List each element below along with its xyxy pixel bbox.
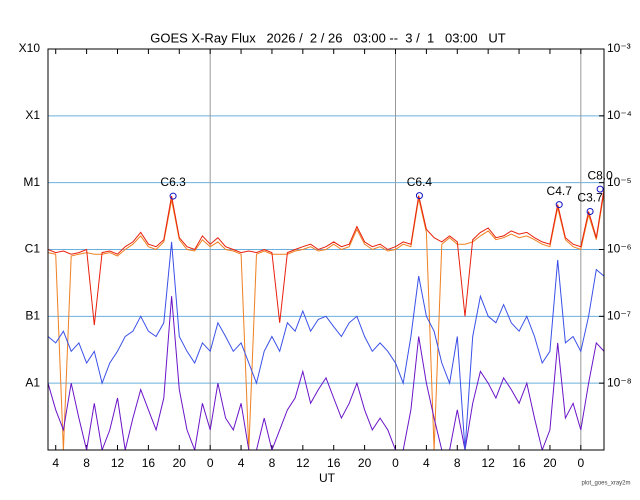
y2-tick-label: 10⁻⁷ (607, 309, 631, 323)
x-tick-label: 20 (173, 456, 187, 470)
plot-area (48, 189, 604, 450)
x-tick-label: 16 (512, 456, 526, 470)
x-tick-label: 4 (52, 456, 59, 470)
series-line (48, 192, 604, 450)
x-tick-label: 4 (423, 456, 430, 470)
x-tick-label: 16 (142, 456, 156, 470)
flare-label: C3.7 (577, 191, 603, 205)
y-tick-label: C1 (25, 242, 41, 256)
y-tick-label: X10 (19, 41, 41, 55)
x-tick-label: 12 (296, 456, 310, 470)
x-tick-label: 12 (111, 456, 125, 470)
flare-marker (169, 192, 177, 200)
footer: plot_goes_xray2m (581, 481, 630, 487)
y2-tick-label: 10⁻³ (607, 41, 631, 55)
flare-label: C6.4 (407, 175, 433, 189)
flare-marker (415, 192, 423, 200)
x-tick-label: 20 (543, 456, 557, 470)
series-line (48, 241, 604, 450)
x-tick-label: 4 (238, 456, 245, 470)
y-tick-label: X1 (25, 108, 40, 122)
x-tick-label: 0 (207, 456, 214, 470)
series-line (48, 296, 604, 450)
y-tick-label: M1 (23, 175, 40, 189)
x-tick-label: 20 (358, 456, 372, 470)
flare-marker (555, 201, 563, 209)
x-tick-label: 8 (269, 456, 276, 470)
x-tick-label: 12 (481, 456, 495, 470)
x-tick-label: 16 (327, 456, 341, 470)
y2-tick-label: 10⁻⁸ (607, 375, 632, 389)
flare-label: C8.0 (587, 168, 613, 182)
flare-marker (596, 185, 604, 193)
series-line (48, 189, 604, 326)
x-tick-label: 8 (83, 456, 90, 470)
x-axis-label: UT (319, 471, 336, 485)
x-tick-label: 8 (454, 456, 461, 470)
x-tick-label: 0 (577, 456, 584, 470)
y2-tick-label: 10⁻⁴ (607, 108, 632, 122)
y2-tick-label: 10⁻⁵ (607, 175, 632, 189)
x-tick-label: 0 (392, 456, 399, 470)
y-tick-label: B1 (25, 309, 40, 323)
chart-title: GOES X-Ray Flux 2026 / 2 / 26 03:00 -- 3… (150, 30, 506, 45)
flare-label: C4.7 (547, 184, 573, 198)
flare-marker (586, 208, 594, 216)
y2-tick-label: 10⁻⁶ (607, 242, 632, 256)
plot-frame (47, 48, 605, 451)
flare-label: C6.3 (160, 175, 186, 189)
y-tick-label: A1 (25, 375, 40, 389)
